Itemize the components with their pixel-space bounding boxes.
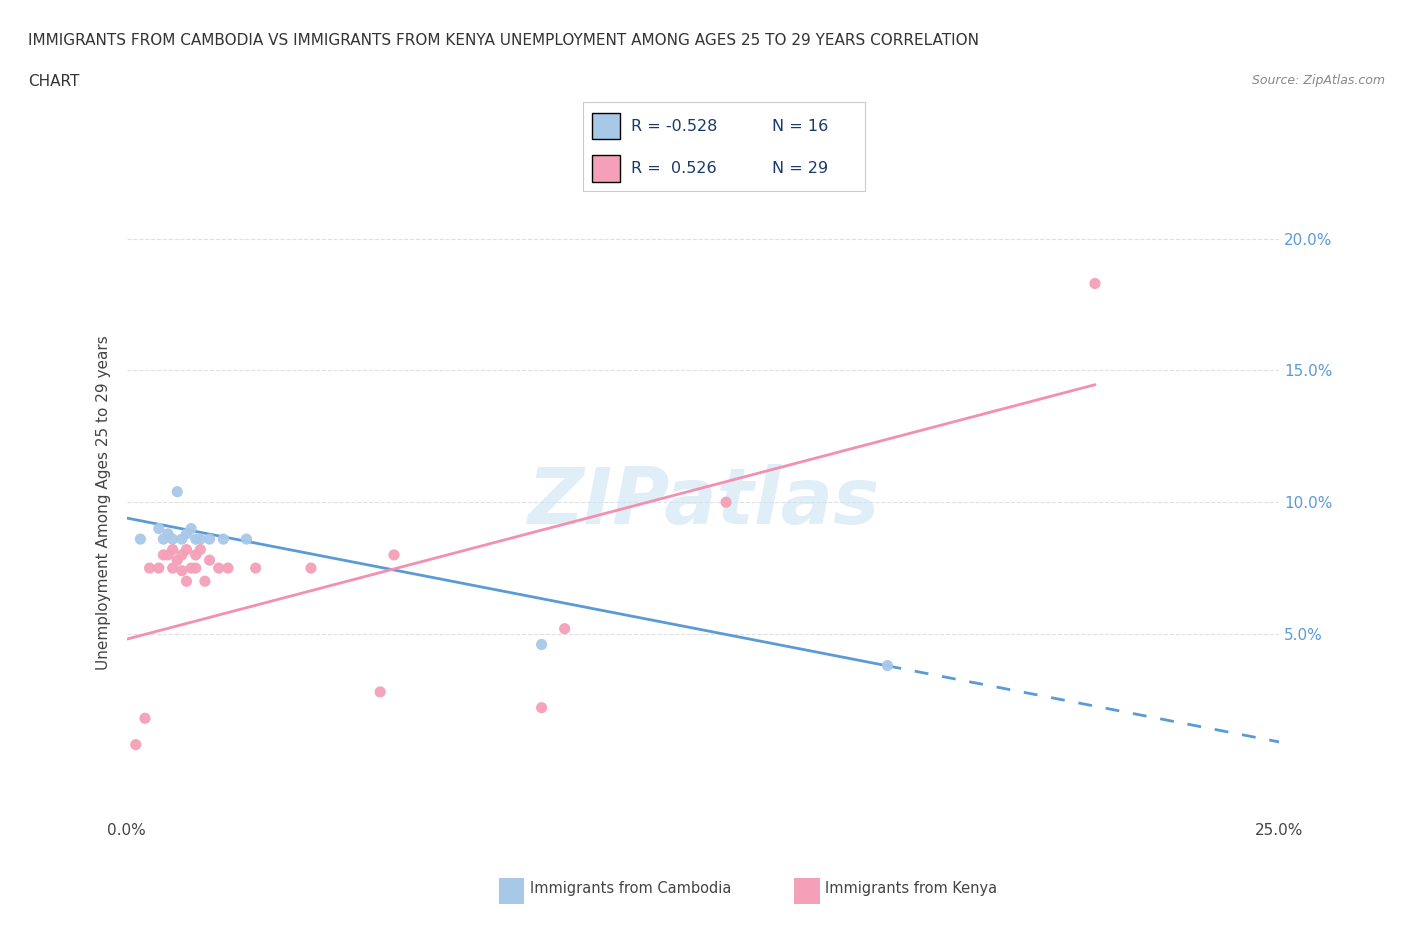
Point [184,561,207,576]
Point [382,548,405,563]
Point [166,485,188,499]
Point [148,561,170,576]
Point [530,637,553,652]
Point [188,532,211,547]
Text: R =  0.526: R = 0.526 [631,161,717,176]
Point [170,564,193,578]
Point [368,684,391,699]
Point [138,561,160,576]
Point [162,542,184,557]
Text: ZIPatlas: ZIPatlas [527,464,879,540]
Text: IMMIGRANTS FROM CAMBODIA VS IMMIGRANTS FROM KENYA UNEMPLOYMENT AMONG AGES 25 TO : IMMIGRANTS FROM CAMBODIA VS IMMIGRANTS F… [28,33,979,47]
Point [184,548,207,563]
Point [176,526,198,541]
Point [152,548,174,563]
Point [157,548,180,563]
Point [299,561,322,576]
Text: Immigrants from Cambodia: Immigrants from Cambodia [530,881,731,896]
Point [217,561,239,576]
Point [152,532,174,547]
Point [162,561,184,576]
Point [176,574,198,589]
Point [208,561,231,576]
Text: Immigrants from Kenya: Immigrants from Kenya [825,881,997,896]
Point [235,532,257,547]
Point [170,548,193,563]
Point [188,542,211,557]
Point [148,521,170,536]
FancyBboxPatch shape [592,155,620,182]
Point [162,532,184,547]
Text: N = 16: N = 16 [772,119,828,134]
Point [876,658,898,673]
Point [184,532,207,547]
Text: Source: ZipAtlas.com: Source: ZipAtlas.com [1251,74,1385,87]
Point [180,561,202,576]
FancyBboxPatch shape [592,113,620,140]
Point [125,737,148,752]
Point [129,532,152,547]
Point [157,526,180,541]
Y-axis label: Unemployment Among Ages 25 to 29 years: Unemployment Among Ages 25 to 29 years [96,335,111,670]
Point [1084,276,1107,291]
Point [198,552,221,567]
Point [166,552,188,567]
Point [180,521,202,536]
Point [198,532,221,547]
Point [134,711,156,725]
Text: N = 29: N = 29 [772,161,828,176]
Text: R = -0.528: R = -0.528 [631,119,717,134]
Point [170,532,193,547]
Point [212,532,235,547]
Point [554,621,576,636]
Point [530,700,553,715]
Point [714,495,737,510]
Point [176,542,198,557]
Text: CHART: CHART [28,74,80,89]
Point [194,574,217,589]
Point [245,561,267,576]
